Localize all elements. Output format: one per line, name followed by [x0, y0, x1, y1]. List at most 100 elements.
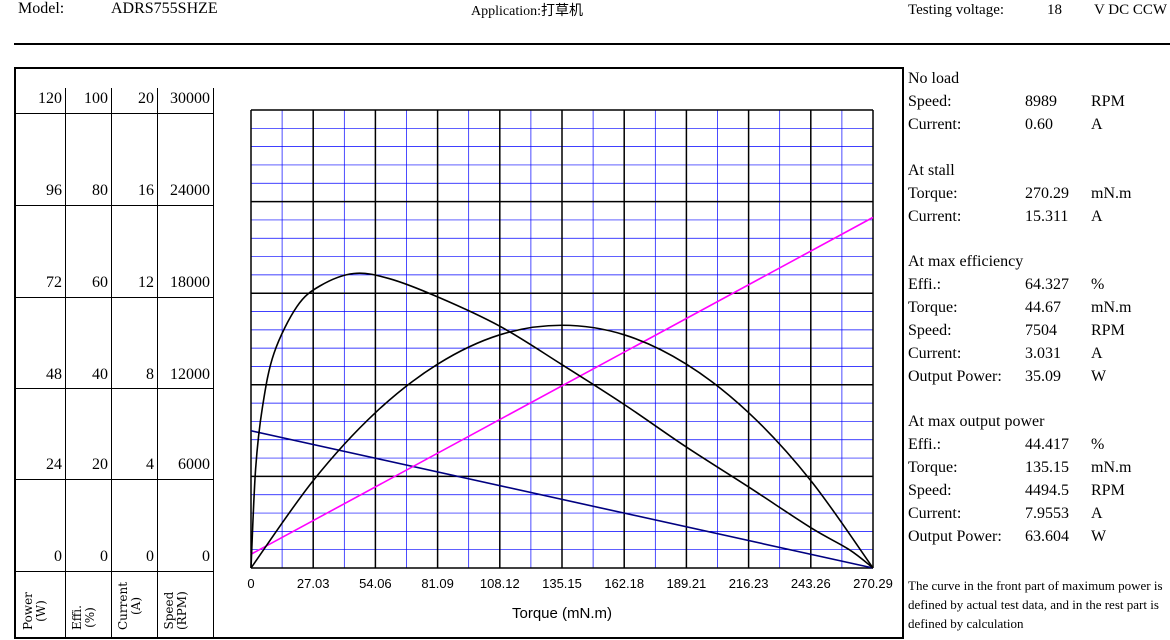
x-tick-label: 0: [247, 576, 254, 591]
axis-tick-line: [111, 479, 157, 480]
spec-unit: mN.m: [1091, 459, 1132, 476]
spec-label: Current:: [908, 116, 962, 133]
x-tick-label: 243.26: [791, 576, 831, 591]
spec-value: 135.15: [1025, 459, 1069, 476]
voltage-label: Testing voltage:: [908, 2, 1005, 18]
application-label-text: Application:: [471, 4, 541, 19]
y-tick-label: 0: [202, 548, 210, 565]
axis-column-divider: [65, 88, 66, 638]
x-tick-label: 189.21: [667, 576, 707, 591]
axis-tick-line: [65, 205, 111, 206]
header-divider: [14, 43, 1170, 45]
spec-value: 44.417: [1025, 436, 1069, 453]
spec-label: Speed:: [908, 322, 952, 339]
spec-unit: RPM: [1091, 93, 1125, 110]
axis-tick-line: [16, 571, 65, 572]
y-tick-label: 12000: [170, 366, 210, 383]
voltage-unit: V DC CCW: [1094, 2, 1168, 18]
chart-frame: [14, 67, 904, 639]
y-tick-label: 48: [46, 366, 62, 383]
y-tick-label: 18000: [170, 274, 210, 291]
spec-label: Torque:: [908, 299, 958, 316]
y-tick-label: 8: [146, 366, 154, 383]
curve-power: [250, 324, 874, 569]
spec-section-title: At stall: [908, 162, 955, 179]
spec-label: Torque:: [908, 459, 958, 476]
spec-unit: W: [1091, 528, 1107, 545]
axis-tick-line: [16, 113, 65, 114]
y-tick-label: 20: [138, 90, 154, 107]
axis-tick-line: [111, 297, 157, 298]
spec-label: Speed:: [908, 93, 952, 110]
spec-value: 270.29: [1025, 185, 1069, 202]
x-tick-label: 54.06: [359, 576, 392, 591]
y-tick-label: 0: [100, 548, 108, 565]
voltage-value: 18: [1047, 2, 1062, 18]
axis-tick-line: [16, 388, 65, 389]
spec-value: 4494.5: [1025, 482, 1069, 499]
x-tick-label: 135.15: [542, 576, 582, 591]
spec-label: Speed:: [908, 482, 952, 499]
y-tick-label: 60: [92, 274, 108, 291]
spec-unit: A: [1091, 505, 1103, 522]
y-tick-label: 80: [92, 182, 108, 199]
axis-column-divider: [213, 88, 214, 638]
y-tick-label: 120: [38, 90, 62, 107]
footnote: The curve in the front part of maximum p…: [908, 578, 1163, 631]
spec-unit: W: [1091, 368, 1107, 385]
axis-tick-line: [111, 205, 157, 206]
spec-value: 15.311: [1025, 208, 1069, 225]
axis-column-divider: [111, 88, 112, 638]
axis-tick-line: [65, 297, 111, 298]
spec-value: 7.9553: [1025, 505, 1069, 522]
axis-tick-line: [16, 205, 65, 206]
axis-tick-line: [16, 297, 65, 298]
spec-label: Effi.:: [908, 276, 942, 293]
y-tick-label: 24000: [170, 182, 210, 199]
curve-efficiency: [250, 272, 874, 569]
axis-tick-line: [65, 113, 111, 114]
y-tick-label: 16: [138, 182, 154, 199]
spec-value: 8989: [1025, 93, 1057, 110]
spec-unit: mN.m: [1091, 299, 1132, 316]
axis-tick-line: [111, 571, 157, 572]
spec-value: 7504: [1025, 322, 1057, 339]
axis-tick-line: [157, 113, 213, 114]
spec-label: Current:: [908, 208, 962, 225]
application-value: 打草机: [541, 4, 583, 19]
x-tick-label: 81.09: [421, 576, 454, 591]
model-label: Model:: [18, 0, 65, 17]
spec-unit: RPM: [1091, 322, 1125, 339]
spec-unit: A: [1091, 208, 1103, 225]
y-tick-label: 20: [92, 456, 108, 473]
spec-value: 0.60: [1025, 116, 1053, 133]
x-tick-label: 108.12: [480, 576, 520, 591]
curve-speed: [250, 429, 874, 569]
y-tick-label: 72: [46, 274, 62, 291]
x-tick-label: 27.03: [297, 576, 330, 591]
x-tick-label: 162.18: [604, 576, 644, 591]
axis-tick-line: [65, 479, 111, 480]
curve-current: [250, 216, 874, 555]
x-axis-title: Torque (mN.m): [512, 605, 612, 622]
axis-tick-line: [65, 388, 111, 389]
spec-unit: mN.m: [1091, 185, 1132, 202]
spec-label: Effi.:: [908, 436, 942, 453]
y-tick-label: 96: [46, 182, 62, 199]
axis-tick-line: [157, 205, 213, 206]
model-value: ADRS755SHZE: [111, 0, 218, 17]
y-tick-label: 4: [146, 456, 154, 473]
spec-section-title: At max efficiency: [908, 253, 1024, 270]
x-tick-label: 270.29: [853, 576, 893, 591]
y-tick-label: 40: [92, 366, 108, 383]
y-tick-label: 12: [138, 274, 154, 291]
axis-tick-line: [157, 571, 213, 572]
spec-unit: A: [1091, 345, 1103, 362]
spec-unit: %: [1091, 436, 1105, 453]
spec-label: Torque:: [908, 185, 958, 202]
spec-unit: %: [1091, 276, 1105, 293]
y-tick-label: 0: [146, 548, 154, 565]
y-tick-label: 30000: [170, 90, 210, 107]
y-tick-label: 24: [46, 456, 62, 473]
